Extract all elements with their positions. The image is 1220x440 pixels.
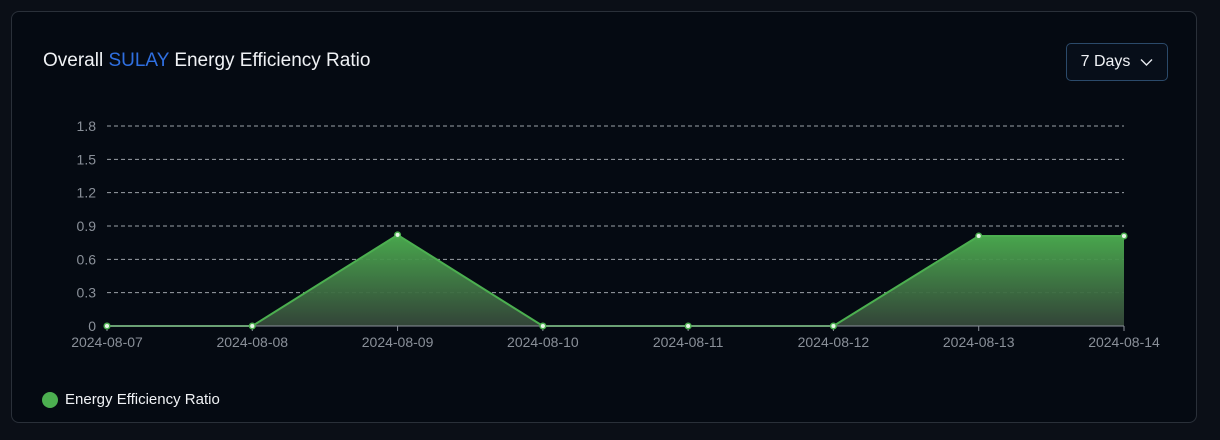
title-prefix: Overall xyxy=(43,50,104,71)
data-point xyxy=(539,322,547,330)
x-tick-label: 2024-08-14 xyxy=(1088,334,1160,350)
y-tick-label: 0.6 xyxy=(77,251,97,267)
x-tick-label: 2024-08-07 xyxy=(71,334,143,350)
area-fill xyxy=(107,234,1124,326)
time-range-dropdown[interactable]: 7 Days xyxy=(1066,43,1168,81)
time-range-label: 7 Days xyxy=(1080,53,1131,70)
chevron-down-icon xyxy=(1140,58,1153,66)
x-tick-label: 2024-08-08 xyxy=(216,334,288,350)
legend-swatch xyxy=(42,391,58,408)
x-tick-label: 2024-08-10 xyxy=(507,334,579,350)
data-point xyxy=(248,322,256,330)
title-accent: SULAY xyxy=(108,50,170,71)
data-point xyxy=(975,232,983,240)
y-axis-labels: 0 0.3 0.6 0.9 1.2 1.5 1.8 xyxy=(77,118,97,334)
data-point xyxy=(1120,232,1128,240)
title-suffix: Energy Efficiency Ratio xyxy=(174,50,371,71)
legend-label: Energy Efficiency Ratio xyxy=(65,391,220,408)
y-tick-label: 0 xyxy=(88,318,96,334)
y-tick-label: 0.3 xyxy=(77,285,97,301)
x-tick-label: 2024-08-09 xyxy=(362,334,434,350)
series-area xyxy=(107,233,1124,327)
data-points xyxy=(103,231,1128,330)
chart-card: Overall SULAY Energy Efficiency Ratio 7 … xyxy=(11,11,1197,423)
data-point xyxy=(829,322,837,330)
x-axis-labels: 2024-08-07 2024-08-08 2024-08-09 2024-08-10… xyxy=(71,334,1160,350)
x-tick-label: 2024-08-12 xyxy=(798,334,870,350)
legend-item-energy-efficiency-ratio[interactable]: Energy Efficiency Ratio xyxy=(42,391,220,408)
y-tick-label: 1.5 xyxy=(77,151,97,167)
y-tick-label: 0.9 xyxy=(77,218,97,234)
data-point xyxy=(394,231,402,239)
x-tick-label: 2024-08-11 xyxy=(653,334,724,350)
x-tick-label: 2024-08-13 xyxy=(943,334,1015,350)
y-tick-label: 1.8 xyxy=(77,118,97,134)
y-tick-label: 1.2 xyxy=(77,185,97,201)
data-point xyxy=(684,322,692,330)
data-point xyxy=(103,322,111,330)
chart-title: Overall SULAY Energy Efficiency Ratio xyxy=(43,50,370,72)
